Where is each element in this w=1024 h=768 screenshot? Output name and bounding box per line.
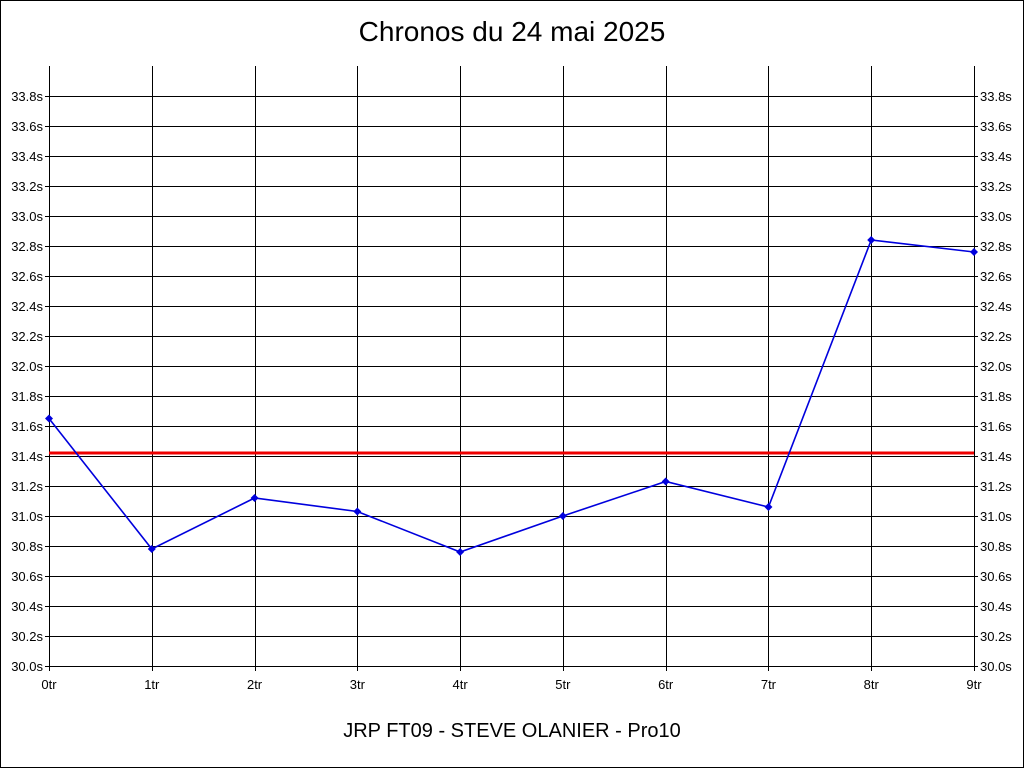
- y-tick-label-left: 30.2s: [11, 629, 43, 644]
- y-tick-label-right: 32.0s: [980, 359, 1012, 374]
- x-tick-label: 6tr: [658, 677, 674, 692]
- y-tick-label-right: 31.6s: [980, 419, 1012, 434]
- y-tick-label-right: 30.4s: [980, 599, 1012, 614]
- data-point: [456, 548, 465, 556]
- y-tick-label-right: 33.2s: [980, 179, 1012, 194]
- y-tick-label-left: 32.4s: [11, 299, 43, 314]
- data-point: [45, 414, 53, 423]
- x-tick-label: 1tr: [144, 677, 160, 692]
- y-tick-label-left: 32.8s: [11, 239, 43, 254]
- y-tick-label-left: 30.4s: [11, 599, 43, 614]
- chart-title: Chronos du 24 mai 2025: [358, 16, 666, 47]
- y-tick-label-left: 32.0s: [11, 359, 43, 374]
- y-tick-label-right: 31.4s: [980, 449, 1012, 464]
- y-tick-label-left: 31.0s: [11, 509, 43, 524]
- data-point: [867, 236, 876, 244]
- y-tick-label-left: 30.0s: [11, 659, 43, 674]
- y-tick-label-right: 31.2s: [980, 479, 1012, 494]
- y-tick-label-left: 31.6s: [11, 419, 43, 434]
- y-tick-label-right: 30.6s: [980, 569, 1012, 584]
- data-point: [764, 503, 773, 511]
- y-tick-label-left: 33.6s: [11, 119, 43, 134]
- y-tick-label-right: 32.4s: [980, 299, 1012, 314]
- x-tick-label: 9tr: [966, 677, 982, 692]
- y-tick-label-right: 30.0s: [980, 659, 1012, 674]
- data-point: [558, 512, 567, 520]
- data-point: [970, 248, 978, 256]
- series-line: [48, 239, 975, 553]
- y-tick-label-right: 31.0s: [980, 509, 1012, 524]
- y-tick-label-right: 30.8s: [980, 539, 1012, 554]
- y-tick-label-left: 33.2s: [11, 179, 43, 194]
- data-point: [353, 507, 362, 516]
- y-tick-label-right: 33.8s: [980, 89, 1012, 104]
- y-tick-label-left: 30.8s: [11, 539, 43, 554]
- y-tick-label-right: 32.2s: [980, 329, 1012, 344]
- data-point: [661, 477, 670, 486]
- x-tick-label: 3tr: [350, 677, 366, 692]
- y-tick-label-left: 30.6s: [11, 569, 43, 584]
- x-tick-label: 0tr: [41, 677, 57, 692]
- chart-subtitle: JRP FT09 - STEVE OLANIER - Pro10: [343, 720, 681, 742]
- data-point: [147, 545, 156, 553]
- y-tick-label-left: 32.2s: [11, 329, 43, 344]
- y-tick-label-left: 33.0s: [11, 209, 43, 224]
- y-tick-label-left: 33.4s: [11, 149, 43, 164]
- y-tick-label-right: 32.6s: [980, 269, 1012, 284]
- x-tick-label: 7tr: [761, 677, 777, 692]
- y-tick-label-right: 33.0s: [980, 209, 1012, 224]
- y-tick-label-left: 33.8s: [11, 89, 43, 104]
- y-tick-label-right: 32.8s: [980, 239, 1012, 254]
- y-tick-label-right: 31.8s: [980, 389, 1012, 404]
- data-point: [250, 494, 259, 502]
- x-tick-label: 4tr: [453, 677, 469, 692]
- y-tick-label-left: 31.4s: [11, 449, 43, 464]
- y-tick-label-right: 30.2s: [980, 629, 1012, 644]
- y-tick-label-right: 33.4s: [980, 149, 1012, 164]
- x-tick-label: 5tr: [555, 677, 571, 692]
- x-tick-label: 8tr: [864, 677, 880, 692]
- y-tick-label-left: 32.6s: [11, 269, 43, 284]
- y-tick-label-right: 33.6s: [980, 119, 1012, 134]
- x-tick-label: 2tr: [247, 677, 263, 692]
- y-tick-label-left: 31.8s: [11, 389, 43, 404]
- y-tick-label-left: 31.2s: [11, 479, 43, 494]
